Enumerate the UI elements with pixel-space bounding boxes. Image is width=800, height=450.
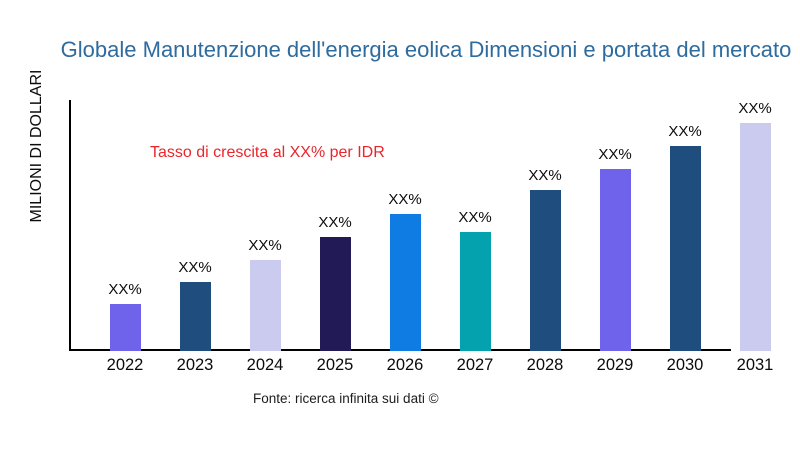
bar-value-label: XX% [108, 281, 142, 298]
bar-2031 [739, 123, 771, 351]
bar-value-label: XX% [178, 259, 212, 276]
bar-value-label: XX% [668, 123, 702, 140]
bar-value-label: XX% [738, 100, 772, 117]
bar-2029 [599, 169, 631, 351]
x-tick-2027: 2027 [456, 356, 494, 374]
bar-2022 [109, 304, 141, 351]
bar-2023 [179, 282, 211, 351]
bar-value-label: XX% [388, 191, 422, 208]
bar-2030 [669, 146, 701, 351]
bar-value-label: XX% [598, 146, 632, 163]
bar-2026 [389, 214, 421, 351]
bar-2024 [249, 260, 281, 351]
source-note: Fonte: ricerca infinita sui dati © [253, 391, 439, 406]
x-tick-2022: 2022 [106, 356, 144, 374]
growth-rate-annotation: Tasso di crescita al XX% per IDR [150, 144, 385, 161]
bar-2025 [319, 237, 351, 351]
bar-2027 [459, 232, 491, 351]
y-axis-line [69, 100, 71, 351]
bar-value-label: XX% [248, 237, 282, 254]
x-tick-2024: 2024 [246, 356, 284, 374]
bar-value-label: XX% [458, 209, 492, 226]
x-tick-2030: 2030 [666, 356, 704, 374]
x-tick-2029: 2029 [596, 356, 634, 374]
x-tick-2023: 2023 [176, 356, 214, 374]
x-tick-2026: 2026 [386, 356, 424, 374]
x-tick-2031: 2031 [736, 356, 774, 374]
bar-2028 [529, 190, 561, 351]
chart-title: Globale Manutenzione dell'energia eolica… [60, 37, 792, 62]
bar-value-label: XX% [528, 167, 562, 184]
x-tick-2025: 2025 [316, 356, 354, 374]
x-tick-2028: 2028 [526, 356, 564, 374]
bar-value-label: XX% [318, 214, 352, 231]
